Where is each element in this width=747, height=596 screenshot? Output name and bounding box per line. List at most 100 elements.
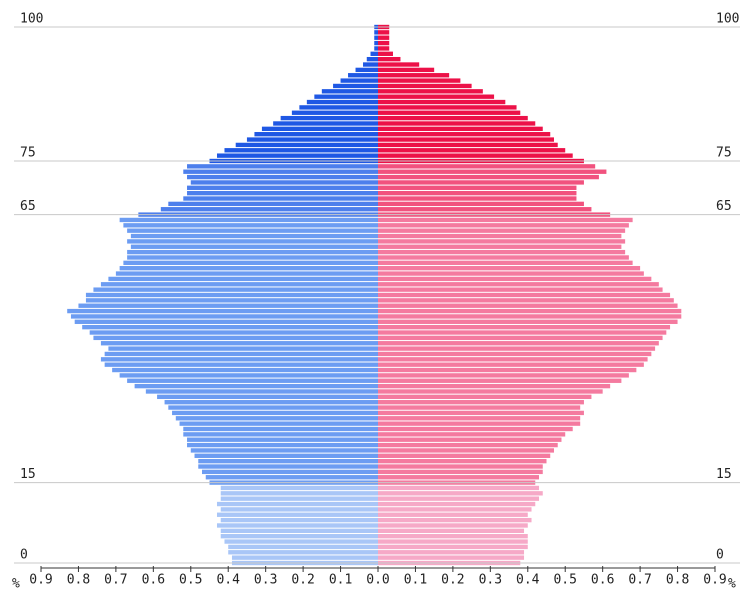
bar — [378, 190, 577, 196]
bar — [378, 260, 633, 266]
bar — [220, 528, 378, 534]
bar — [378, 314, 682, 319]
bar — [378, 523, 528, 528]
bar — [216, 512, 378, 517]
bar — [378, 51, 393, 56]
bar — [378, 40, 390, 46]
bar — [378, 174, 599, 180]
bar — [378, 217, 633, 223]
bar — [119, 217, 378, 223]
bar — [378, 534, 528, 539]
bar — [378, 539, 528, 544]
bar — [104, 362, 379, 367]
bar — [93, 287, 378, 292]
bar — [119, 266, 378, 271]
bar — [378, 464, 543, 469]
bar — [179, 421, 378, 426]
x-tick-label: 0.7 — [628, 573, 651, 588]
bar — [78, 303, 378, 308]
bar — [378, 512, 528, 517]
bar — [100, 357, 379, 362]
bar — [246, 137, 378, 142]
bar — [123, 260, 378, 266]
bar — [190, 448, 378, 453]
bar — [378, 282, 659, 287]
bar — [160, 207, 378, 212]
bar — [378, 94, 495, 99]
bar — [168, 201, 378, 207]
bar — [378, 400, 584, 405]
bar — [145, 389, 378, 394]
bar — [299, 105, 378, 110]
bar — [104, 351, 379, 357]
bar — [314, 94, 378, 99]
y-tick-label: 0 — [716, 548, 724, 563]
x-tick-label: 0.9 — [29, 573, 52, 588]
bar — [378, 357, 648, 362]
y-tick-label: 15 — [716, 467, 732, 482]
bar — [378, 351, 652, 357]
bar — [378, 491, 543, 496]
bar — [127, 239, 378, 244]
bar — [187, 442, 378, 448]
bar — [108, 276, 379, 282]
bar — [82, 324, 378, 330]
x-tick-label: 0.3 — [479, 573, 502, 588]
bar — [378, 330, 667, 335]
bar — [70, 314, 378, 319]
bar — [202, 469, 378, 475]
bar — [378, 550, 525, 555]
bar — [190, 180, 378, 185]
y-tick-label: 15 — [20, 467, 36, 482]
bar — [374, 30, 378, 35]
bar — [378, 271, 644, 276]
bar — [374, 46, 378, 51]
bar — [220, 534, 378, 539]
bar — [100, 341, 379, 346]
bar — [378, 485, 540, 491]
bar — [378, 373, 629, 378]
bar — [374, 40, 378, 46]
bar — [108, 346, 379, 351]
bar — [378, 501, 536, 507]
x-tick-label: 0.0 — [366, 573, 389, 588]
bar — [333, 83, 378, 89]
bar — [306, 99, 378, 105]
bar — [127, 249, 378, 255]
y-tick-label: 100 — [20, 12, 43, 27]
bar — [112, 367, 379, 373]
bar — [220, 485, 378, 491]
bar — [220, 491, 378, 496]
bar — [378, 196, 577, 201]
bar — [378, 437, 562, 442]
bar — [378, 276, 652, 282]
x-tick-label: 0.2 — [441, 573, 464, 588]
bar — [378, 121, 536, 126]
bar — [378, 201, 584, 207]
bar — [93, 335, 378, 341]
bar — [321, 89, 378, 94]
bar — [378, 319, 678, 324]
bar — [130, 244, 378, 249]
bar — [198, 464, 378, 469]
bar — [378, 35, 390, 40]
bar — [175, 416, 378, 421]
x-tick-label: 0.8 — [67, 573, 90, 588]
bar — [378, 303, 678, 308]
bar — [378, 73, 450, 78]
bar — [85, 298, 378, 303]
bar — [235, 142, 378, 148]
y-tick-label: 65 — [716, 199, 732, 214]
bar — [378, 239, 626, 244]
bar — [355, 67, 378, 73]
bar — [280, 115, 378, 121]
bar — [378, 115, 528, 121]
bar — [89, 330, 378, 335]
y-tick-label: 100 — [716, 12, 739, 27]
bar — [348, 73, 378, 78]
x-tick-label: 0.3 — [254, 573, 277, 588]
bar — [198, 458, 378, 464]
x-tick-label: 0.1 — [404, 573, 427, 588]
bar — [164, 400, 378, 405]
x-tick-label: 0.6 — [142, 573, 165, 588]
